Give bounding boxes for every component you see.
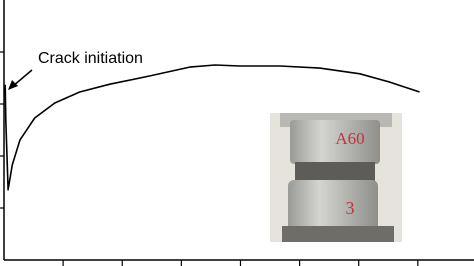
annotation-arrow <box>12 69 33 87</box>
lower-platen <box>282 226 394 242</box>
arrow-head <box>8 80 18 90</box>
specimen-label: 3 <box>346 198 355 218</box>
lower-cylinder <box>288 180 378 232</box>
data-line <box>4 64 420 191</box>
specimen-label: A60 <box>335 129 364 148</box>
inset-photo: A60 3 <box>270 113 402 242</box>
crack-zone <box>295 162 375 182</box>
upper-cylinder <box>290 120 380 164</box>
annotation: Crack initiation <box>38 50 143 67</box>
